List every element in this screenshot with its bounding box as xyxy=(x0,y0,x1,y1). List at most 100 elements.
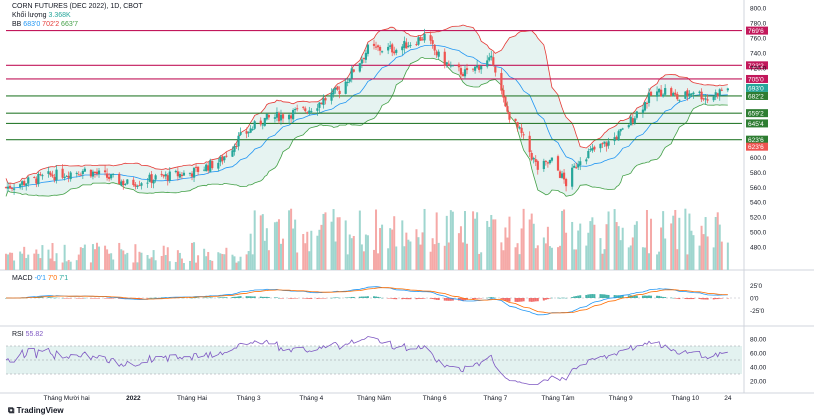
candle-body xyxy=(146,182,149,184)
volume-bar xyxy=(344,220,347,270)
macd-histogram-bar xyxy=(381,297,384,299)
volume-bar xyxy=(617,226,620,270)
volume-bar xyxy=(191,242,194,270)
macd-histogram-bar xyxy=(395,298,398,300)
candle-body xyxy=(437,51,440,57)
candle-body xyxy=(178,173,181,178)
volume-bar xyxy=(237,261,240,270)
macd-histogram-bar xyxy=(631,295,634,298)
candle-body xyxy=(421,39,424,41)
candle-body xyxy=(633,118,636,124)
macd-histogram-bar xyxy=(209,297,212,298)
candle-body xyxy=(294,108,297,110)
candle-body xyxy=(105,173,109,178)
macd-histogram-bar xyxy=(516,298,519,302)
volume-bar xyxy=(656,254,659,270)
volume-bar xyxy=(182,263,185,270)
macd-histogram-bar xyxy=(579,295,582,298)
candle-body xyxy=(235,145,238,147)
macd-histogram-bar xyxy=(557,297,559,299)
macd-histogram-bar xyxy=(613,295,616,298)
candle-body xyxy=(500,72,503,91)
volume-bar xyxy=(164,254,167,270)
candle-body xyxy=(124,184,127,186)
candle-body xyxy=(692,92,695,95)
candle-body xyxy=(134,184,137,187)
candle-body xyxy=(217,162,220,169)
macd-histogram-bar xyxy=(322,298,325,299)
macd-histogram-bar xyxy=(118,298,121,299)
candle-body xyxy=(461,73,465,77)
candle-body xyxy=(37,173,40,185)
price-tick-label: 580.0 xyxy=(750,170,767,177)
macd-histogram-bar xyxy=(522,298,525,302)
candle-body xyxy=(463,69,467,77)
bollinger-upper-line xyxy=(5,24,728,184)
volume-bar xyxy=(415,229,418,270)
macd-histogram-bar xyxy=(635,295,638,298)
candle-body xyxy=(120,181,123,186)
rsi-tick-label: 20.00 xyxy=(750,379,767,386)
macd-histogram-bar xyxy=(267,297,270,298)
macd-histogram-bar xyxy=(104,298,107,299)
macd-histogram-bar xyxy=(334,297,337,298)
candle-body xyxy=(676,94,679,100)
macd-histogram-bar xyxy=(401,298,404,300)
volume-bar xyxy=(89,262,92,270)
macd-histogram-bar xyxy=(237,296,240,298)
candle-body xyxy=(247,132,250,134)
candle-body xyxy=(627,125,630,128)
volume-bar xyxy=(445,215,448,270)
macd-histogram-bar xyxy=(563,297,566,299)
macd-histogram-bar xyxy=(233,296,236,298)
macd-histogram-bar xyxy=(678,298,681,300)
volume-bar xyxy=(559,245,562,270)
volume-bar xyxy=(506,237,509,270)
candle-body xyxy=(431,40,434,44)
volume-bar xyxy=(375,209,378,270)
candle-body xyxy=(714,92,717,98)
candle-body xyxy=(674,92,677,95)
candle-body xyxy=(93,171,97,174)
macd-histogram-bar xyxy=(437,298,440,301)
macd-histogram-bar xyxy=(486,297,489,299)
candle-body xyxy=(209,160,212,172)
macd-histogram-bar xyxy=(265,296,268,298)
macd-histogram-bar xyxy=(251,296,254,298)
macd-histogram-bar xyxy=(338,297,341,299)
volume-bar xyxy=(591,217,594,270)
macd-histogram-bar xyxy=(375,296,378,298)
macd-histogram-bar xyxy=(282,298,285,299)
macd-histogram-bar xyxy=(641,295,644,298)
candle-body xyxy=(657,88,661,93)
candle-body xyxy=(429,35,432,41)
price-tick-label: 760.0 xyxy=(750,35,767,42)
macd-histogram-bar xyxy=(561,297,564,299)
volume-bar xyxy=(421,232,424,270)
macd-histogram-bar xyxy=(207,297,210,299)
candle-body xyxy=(686,90,689,96)
volume-bar xyxy=(273,222,276,270)
volume-bar xyxy=(674,209,677,270)
macd-histogram-bar xyxy=(189,297,191,299)
volume-bar xyxy=(126,252,129,270)
candle-body xyxy=(401,46,404,51)
volume-bar xyxy=(47,249,50,270)
macd-histogram-bar xyxy=(528,298,531,302)
price-tick-label: 540.0 xyxy=(750,200,767,207)
candle-body xyxy=(150,174,153,183)
candle-body xyxy=(277,113,281,122)
volume-bar xyxy=(225,247,228,270)
volume-bar xyxy=(605,224,608,270)
macd-histogram-bar xyxy=(490,297,493,298)
volume-bar xyxy=(217,252,220,270)
volume-bar xyxy=(352,235,355,270)
candle-body xyxy=(190,173,194,177)
volume-bar xyxy=(265,228,268,270)
level-label: 682'2 xyxy=(748,93,764,100)
candle-body xyxy=(160,173,163,176)
macd-histogram-bar xyxy=(77,298,80,299)
price-tick-label: 560.0 xyxy=(750,185,767,192)
macd-histogram-bar xyxy=(389,298,392,299)
